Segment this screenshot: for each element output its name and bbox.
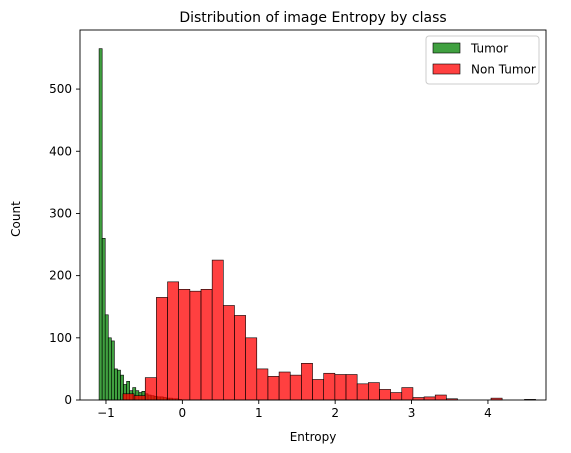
- bar-tumor: [98, 48, 103, 401]
- plot-frame: [79, 29, 547, 401]
- bar-non-tumor: [334, 374, 347, 401]
- x-tick-label: −1: [97, 406, 115, 420]
- bar-tumor: [104, 314, 109, 401]
- bar-non-tumor: [278, 371, 291, 401]
- x-tick-label: 1: [255, 406, 263, 420]
- y-tick-label: 400: [49, 144, 72, 158]
- y-tick-label: 100: [49, 331, 72, 345]
- bar-non-tumor: [379, 389, 391, 401]
- bar-non-tumor: [267, 376, 280, 401]
- bar-non-tumor: [133, 395, 146, 401]
- bar-tumor: [107, 337, 112, 401]
- bar-non-tumor: [301, 363, 313, 401]
- bars-group: [98, 48, 536, 401]
- chart-title: Distribution of image Entropy by class: [179, 10, 446, 26]
- x-tick-label: 3: [408, 406, 416, 420]
- bar-non-tumor: [289, 374, 302, 401]
- legend-label: Tumor: [470, 42, 508, 56]
- bar-non-tumor: [356, 383, 369, 401]
- bar-non-tumor: [423, 396, 436, 401]
- y-tick-label: 0: [64, 393, 72, 407]
- bar-non-tumor: [312, 379, 324, 401]
- bar-tumor: [101, 238, 106, 401]
- bar-non-tumor: [223, 305, 235, 401]
- y-axis-label: Count: [9, 201, 23, 237]
- bar-non-tumor: [390, 392, 403, 401]
- y-tick-label: 200: [49, 269, 72, 283]
- legend-label: Non Tumor: [471, 63, 536, 77]
- bar-non-tumor: [200, 289, 213, 401]
- bar-non-tumor: [122, 393, 135, 401]
- x-tick-label: 4: [484, 406, 492, 420]
- bar-non-tumor: [144, 377, 157, 401]
- bar-tumor: [117, 369, 121, 401]
- bar-non-tumor: [368, 382, 380, 401]
- bar-non-tumor: [345, 374, 358, 401]
- bar-non-tumor: [211, 259, 224, 401]
- bar-non-tumor: [256, 368, 269, 401]
- bar-tumor: [114, 368, 118, 401]
- bar-non-tumor: [234, 315, 246, 401]
- y-tick-label: 300: [49, 206, 72, 220]
- bar-tumor: [111, 340, 115, 401]
- legend-swatch: [432, 42, 461, 54]
- legend-swatch: [432, 63, 461, 75]
- bar-non-tumor: [156, 297, 168, 401]
- bar-non-tumor: [167, 281, 180, 401]
- bar-non-tumor: [401, 387, 414, 401]
- y-tick-label: 500: [49, 82, 72, 96]
- x-tick-label: 0: [179, 406, 187, 420]
- bar-non-tumor: [323, 372, 336, 401]
- bar-non-tumor: [245, 337, 258, 401]
- bar-non-tumor: [178, 289, 191, 401]
- legend: Tumor Non Tumor: [425, 35, 540, 85]
- bar-non-tumor: [434, 394, 447, 401]
- bar-non-tumor: [189, 290, 202, 401]
- x-axis-label: Entropy: [290, 430, 337, 444]
- axes-group: −1 0 1 2 3 4 0 100 200 300 400 500: [49, 29, 547, 420]
- x-tick-label: 2: [331, 406, 339, 420]
